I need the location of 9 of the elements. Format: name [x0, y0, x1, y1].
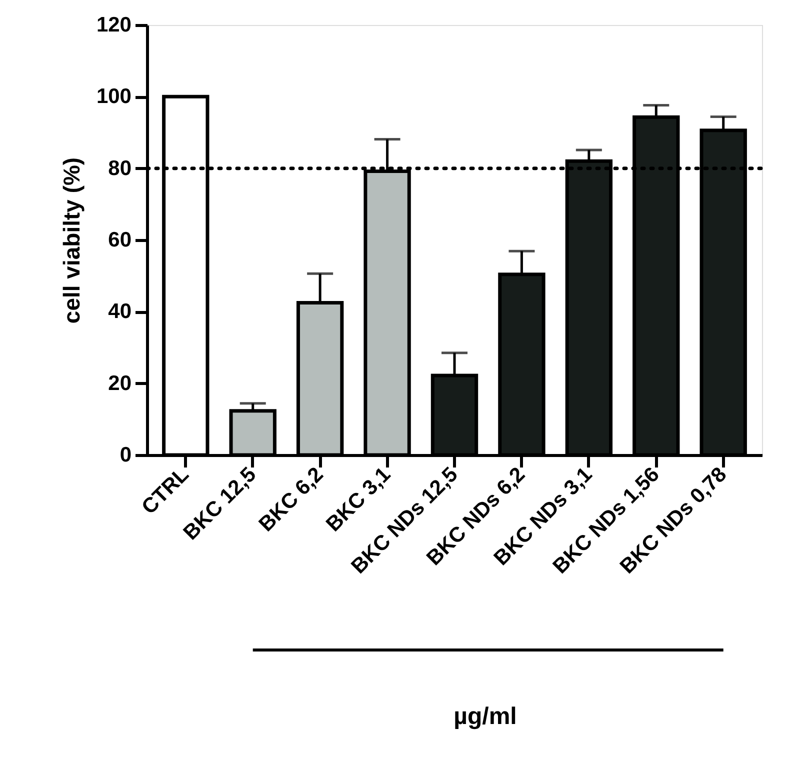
y-tick-label: 80	[108, 156, 132, 180]
y-tick-label: 0	[120, 444, 132, 466]
y-tick-label: 100	[96, 85, 132, 108]
y-tick-label: 20	[108, 372, 132, 395]
y-tick-label: 40	[108, 300, 132, 324]
y-tick-label: 60	[108, 228, 132, 252]
text: µg/ml	[454, 703, 517, 730]
y-axis-title: cell viabilty (%)	[58, 157, 84, 324]
y-tick-label: 120	[96, 14, 132, 36]
